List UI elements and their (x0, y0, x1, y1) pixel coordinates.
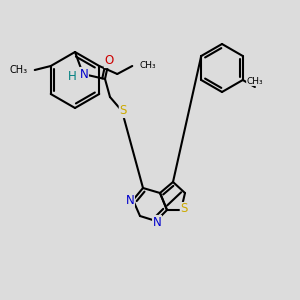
Text: H: H (68, 70, 76, 83)
Text: N: N (153, 215, 161, 229)
Text: N: N (126, 194, 134, 206)
Text: S: S (180, 202, 188, 215)
Text: O: O (104, 55, 114, 68)
Text: CH₃: CH₃ (10, 65, 28, 75)
Text: S: S (119, 104, 127, 118)
Text: CH₃: CH₃ (139, 61, 156, 70)
Text: N: N (80, 68, 88, 80)
Text: CH₃: CH₃ (247, 76, 263, 85)
